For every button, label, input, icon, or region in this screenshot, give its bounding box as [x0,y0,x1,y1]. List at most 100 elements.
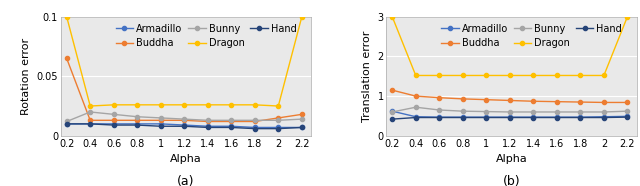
Bunny [157,117,164,119]
Bunny [459,110,467,112]
Armadillo [275,126,282,129]
Armadillo [506,116,514,118]
Armadillo [623,115,631,117]
Armadillo [412,116,420,118]
Line: Hand: Hand [65,122,304,131]
Bunny [298,118,306,120]
Y-axis label: Translation error: Translation error [362,31,372,122]
Hand [388,118,396,120]
Line: Buddha: Buddha [65,56,304,124]
Dragon [275,105,282,107]
Buddha [529,100,537,102]
Line: Hand: Hand [390,115,630,121]
Buddha [298,113,306,116]
Armadillo [298,126,306,129]
Line: Dragon: Dragon [65,15,304,108]
Line: Armadillo: Armadillo [390,109,630,119]
Buddha [86,119,94,121]
Buddha [577,101,584,103]
Armadillo [553,116,561,118]
Buddha [133,119,141,121]
Armadillo [435,116,443,118]
Armadillo [133,123,141,125]
Dragon [483,74,490,77]
Bunny [600,111,608,113]
Bunny [86,111,94,113]
Hand [63,123,70,125]
Legend: Armadillo, Buddha, Bunny, Dragon, Hand: Armadillo, Buddha, Bunny, Dragon, Hand [439,22,624,50]
Buddha [180,119,188,121]
Armadillo [204,125,212,127]
Dragon [600,74,608,77]
Bunny [204,119,212,121]
Hand [204,126,212,129]
Dragon [529,74,537,77]
Hand [86,123,94,125]
Hand [180,125,188,127]
Hand [459,116,467,119]
Buddha [483,99,490,101]
Buddha [459,98,467,100]
Dragon [204,104,212,106]
Text: (a): (a) [177,174,195,186]
Dragon [435,74,443,77]
Armadillo [483,116,490,118]
Dragon [553,74,561,77]
Buddha [275,117,282,119]
Armadillo [529,116,537,118]
Buddha [204,120,212,123]
Dragon [63,16,70,18]
Armadillo [227,125,235,127]
Dragon [110,104,118,106]
Bunny [251,119,259,121]
Bunny [506,111,514,113]
Armadillo [180,124,188,126]
Dragon [133,104,141,106]
Buddha [251,120,259,123]
Hand [577,116,584,119]
Hand [623,116,631,118]
Bunny [63,120,70,123]
Buddha [506,99,514,102]
Armadillo [86,123,94,125]
Bunny [435,109,443,111]
Dragon [388,16,396,18]
Buddha [412,95,420,97]
Hand [435,116,443,119]
Hand [553,116,561,119]
Dragon [86,105,94,107]
Line: Bunny: Bunny [390,105,630,114]
Hand [506,116,514,119]
Armadillo [577,116,584,118]
Hand [529,116,537,119]
Buddha [63,57,70,60]
Bunny [388,111,396,113]
Hand [483,116,490,119]
Dragon [506,74,514,77]
Dragon [459,74,467,77]
Buddha [553,101,561,103]
Dragon [157,104,164,106]
Line: Bunny: Bunny [65,110,304,124]
Dragon [227,104,235,106]
Bunny [133,116,141,118]
Bunny [275,119,282,121]
Dragon [577,74,584,77]
Buddha [157,119,164,121]
Bunny [529,111,537,113]
Bunny [110,113,118,116]
Dragon [180,104,188,106]
Buddha [435,97,443,99]
Dragon [412,74,420,77]
Hand [227,126,235,129]
Line: Dragon: Dragon [390,15,630,78]
Bunny [623,110,631,112]
Bunny [483,110,490,113]
Hand [157,125,164,127]
Armadillo [600,116,608,118]
Dragon [298,16,306,18]
Bunny [180,118,188,120]
Line: Armadillo: Armadillo [65,122,304,129]
Buddha [388,89,396,91]
Armadillo [157,123,164,125]
